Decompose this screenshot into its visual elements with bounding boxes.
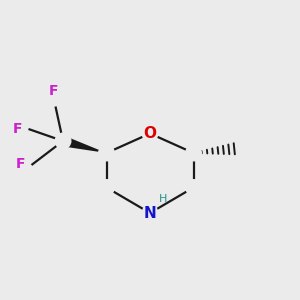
Circle shape — [142, 205, 158, 221]
Circle shape — [99, 145, 114, 161]
Text: F: F — [12, 122, 22, 136]
Text: H: H — [159, 194, 168, 205]
Text: N: N — [144, 206, 156, 220]
Polygon shape — [61, 136, 106, 153]
Circle shape — [186, 180, 201, 195]
Circle shape — [55, 133, 71, 149]
Circle shape — [99, 180, 114, 195]
Circle shape — [142, 126, 158, 141]
Circle shape — [186, 145, 201, 161]
Text: F: F — [48, 84, 58, 98]
Text: F: F — [15, 157, 25, 171]
Text: O: O — [143, 126, 157, 141]
